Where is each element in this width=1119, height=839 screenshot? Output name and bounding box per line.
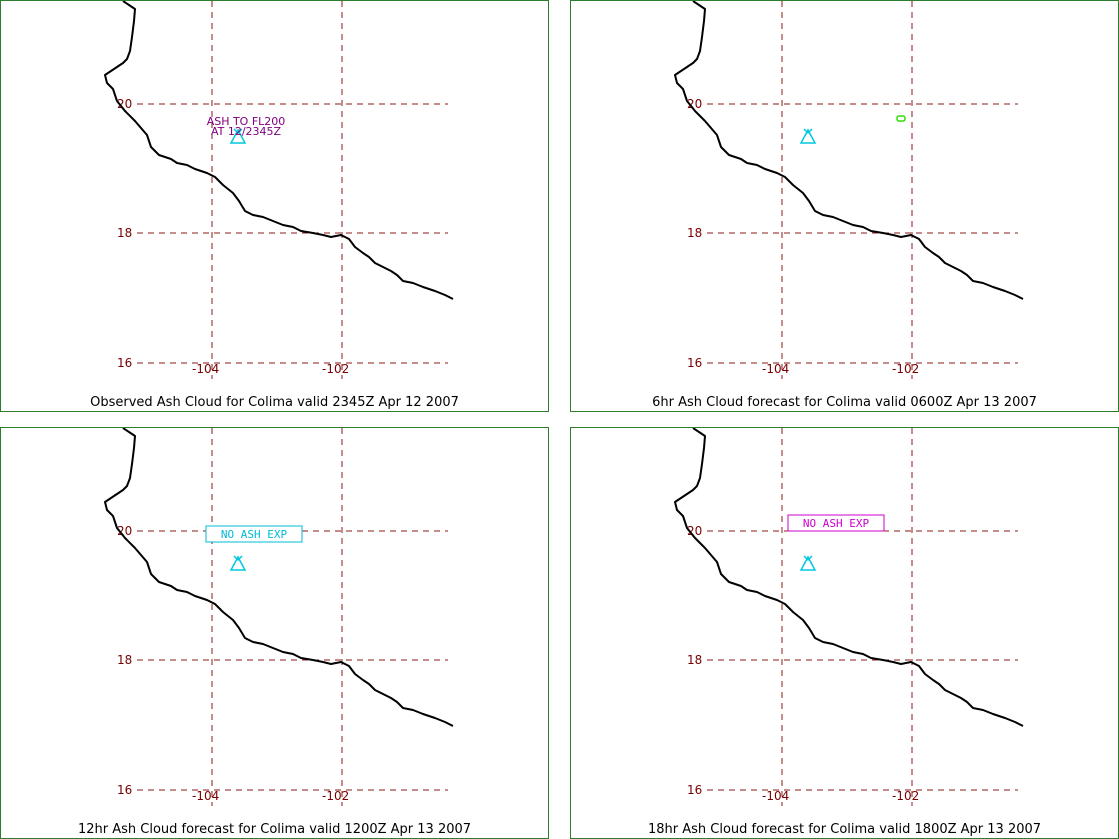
longitude-label: -104 <box>762 789 789 803</box>
latitude-label: 16 <box>117 356 132 370</box>
longitude-label: -102 <box>322 789 349 803</box>
latitude-label: 16 <box>687 783 702 797</box>
longitude-label: -102 <box>322 362 349 376</box>
coastline <box>104 1 454 300</box>
latitude-label: 16 <box>117 783 132 797</box>
map-panel-6hr: 20 18 16 -104 -102 6hr Ash Cloud forecast fo… <box>570 0 1119 412</box>
panel-caption: Observed Ash Cloud for Colima valid 2345… <box>90 395 459 410</box>
volcano-triangle-icon <box>799 555 817 571</box>
latitude-label: 18 <box>117 226 132 240</box>
coastline <box>674 1 1024 300</box>
volcano-triangle-icon <box>229 555 247 571</box>
map-panel-observed: 20 18 16 -104 -102 ASH TO FL200 AT 12/2345Z Ob… <box>0 0 549 412</box>
latitude-label: 20 <box>687 524 702 538</box>
longitude-label: -102 <box>892 789 919 803</box>
volcano-triangle-icon <box>229 128 247 144</box>
latitude-label: 18 <box>687 653 702 667</box>
ash-annotation-text: ASH TO FL200 <box>207 115 286 128</box>
latitude-label: 20 <box>117 524 132 538</box>
map-panel-18hr: 20 18 16 -104 -102 NO ASH EXP 18hr Ash Cloud … <box>570 427 1119 839</box>
map-canvas: 20 18 16 -104 -102 <box>674 1 1024 379</box>
panel-caption: 12hr Ash Cloud forecast for Colima valid… <box>77 822 472 837</box>
ash-cloud-outline <box>896 115 906 122</box>
longitude-label: -104 <box>192 789 219 803</box>
ash-annotation-text: AT 12/2345Z <box>211 125 282 138</box>
latitude-label: 16 <box>687 356 702 370</box>
longitude-label: -104 <box>192 362 219 376</box>
no-ash-box <box>205 525 303 543</box>
map-canvas: 20 18 16 -104 -102 NO ASH EXP <box>674 428 1024 806</box>
map-panel-12hr: 20 18 16 -104 -102 NO ASH EXP 12hr Ash Cloud … <box>0 427 549 839</box>
panel-caption: 6hr Ash Cloud forecast for Colima valid … <box>652 395 1037 410</box>
no-ash-label: NO ASH EXP <box>803 517 870 530</box>
latitude-label: 18 <box>117 653 132 667</box>
latitude-label: 20 <box>117 97 132 111</box>
longitude-label: -102 <box>892 362 919 376</box>
coastline <box>674 428 1024 727</box>
map-canvas: 20 18 16 -104 -102 NO ASH EXP <box>104 428 454 806</box>
latitude-label: 20 <box>687 97 702 111</box>
no-ash-label: NO ASH EXP <box>221 528 288 541</box>
panel-caption: 18hr Ash Cloud forecast for Colima valid… <box>647 822 1042 837</box>
latitude-label: 18 <box>687 226 702 240</box>
no-ash-box <box>787 514 885 532</box>
volcano-triangle-icon <box>799 128 817 144</box>
coastline <box>104 428 454 727</box>
longitude-label: -104 <box>762 362 789 376</box>
